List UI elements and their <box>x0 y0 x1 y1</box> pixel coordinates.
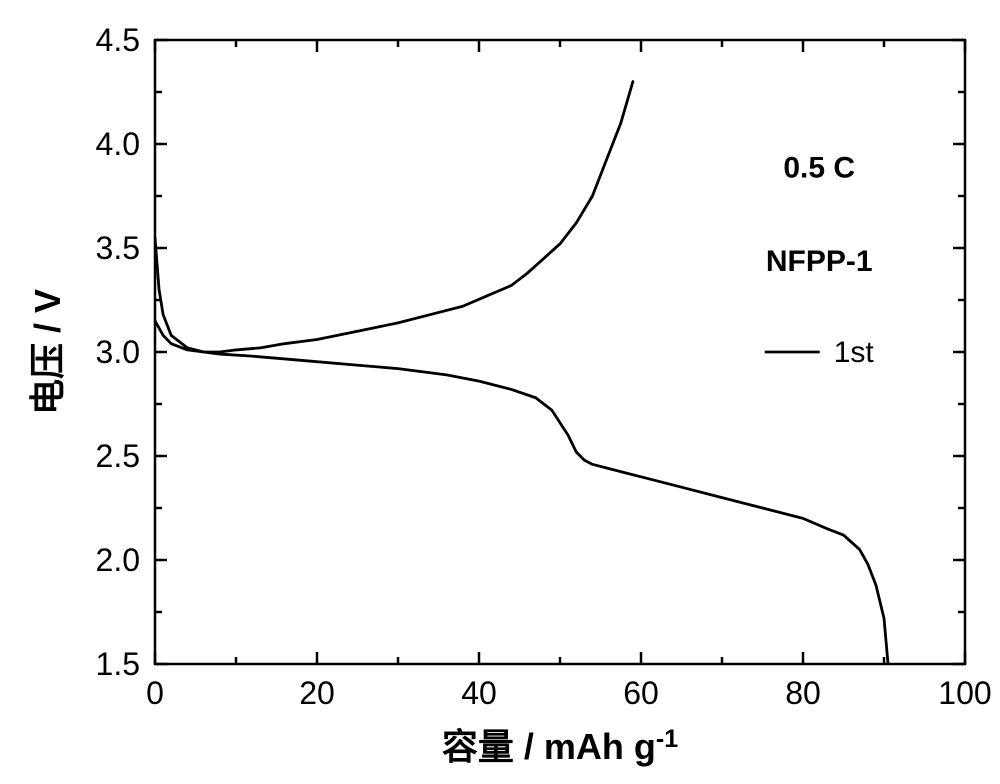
y-tick-label: 4.0 <box>96 126 140 162</box>
x-tick-label: 20 <box>299 675 335 711</box>
annotation: 0.5 C <box>783 151 855 184</box>
x-tick-label: 0 <box>146 675 164 711</box>
x-axis-label: 容量 / mAh g-1 <box>442 725 678 767</box>
x-tick-label: 40 <box>461 675 497 711</box>
annotation: NFPP-1 <box>766 245 873 278</box>
legend-label: 1st <box>834 336 875 369</box>
y-tick-label: 2.5 <box>96 438 140 474</box>
y-tick-label: 1.5 <box>96 646 140 682</box>
y-tick-label: 3.0 <box>96 334 140 370</box>
y-axis-label: 电压 / V <box>27 289 68 415</box>
chart-container: 0 20 40 60 80 100 1.5 2.0 2.5 3.0 3.5 4.0 4.5 容量 / mA… <box>0 0 1000 784</box>
y-tick-label: 2.0 <box>96 542 140 578</box>
x-tick-label: 80 <box>785 675 821 711</box>
voltage-capacity-chart: 0 20 40 60 80 100 1.5 2.0 2.5 3.0 3.5 4.0 4.5 容量 / mA… <box>0 0 1000 784</box>
x-tick-label: 60 <box>623 675 659 711</box>
y-tick-label: 4.5 <box>96 22 140 58</box>
y-tick-label: 3.5 <box>96 230 140 266</box>
x-tick-label: 100 <box>938 675 991 711</box>
